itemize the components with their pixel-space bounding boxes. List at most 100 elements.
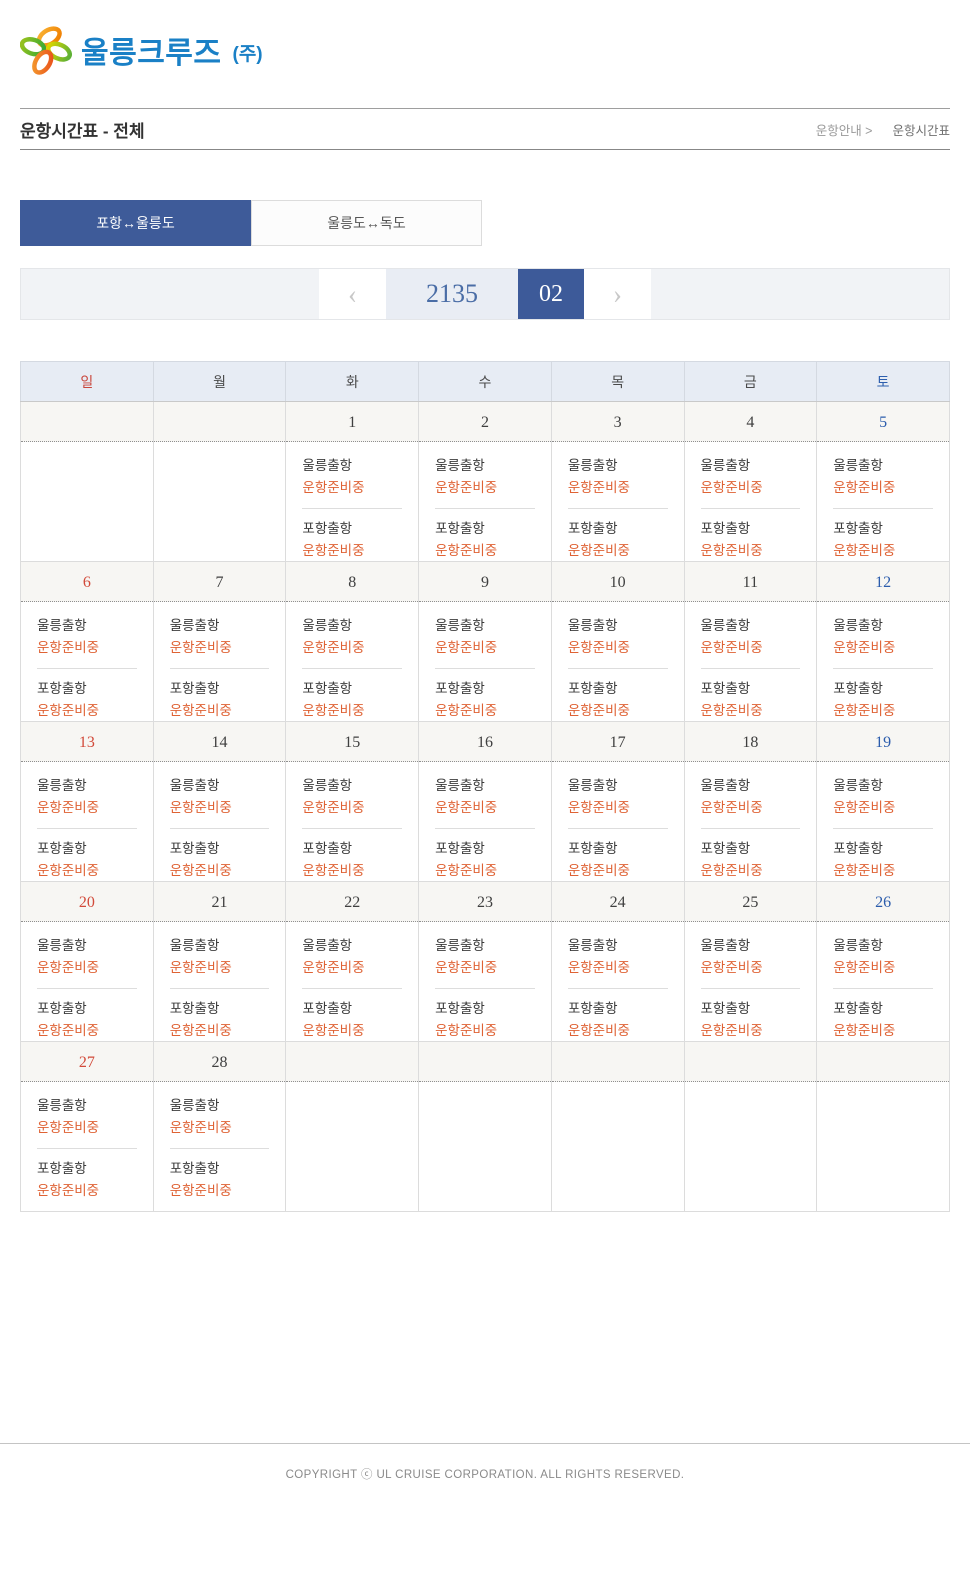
departure-port: 울릉출항 xyxy=(567,458,618,473)
day-schedule: 울릉출항 운항준비중 포항출항 운항준비중 xyxy=(286,442,418,561)
day-schedule xyxy=(685,1082,817,1211)
day-cell-7: 7 울릉출항 운항준비중 포항출항 운항준비중 xyxy=(152,561,287,722)
schedule-entry: 울릉출항 운항준비중 xyxy=(302,935,408,979)
day-number: 19 xyxy=(817,722,949,762)
day-number: 23 xyxy=(419,882,551,922)
schedule-entry: 포항출항 운항준비중 xyxy=(170,998,276,1041)
logo[interactable]: 울릉크루즈 (주) xyxy=(20,22,263,78)
weekday-header-weekday-화: 화 xyxy=(285,361,420,402)
departure-port: 포항출항 xyxy=(833,1001,883,1016)
departure-port: 울릉출항 xyxy=(567,778,618,793)
day-number xyxy=(684,1042,817,1082)
departure-port: 포항출항 xyxy=(700,1001,751,1016)
day-schedule: 울릉출항 운항준비중 포항출항 운항준비중 xyxy=(552,602,684,721)
day-cell-empty xyxy=(285,1041,420,1212)
day-number: 26 xyxy=(817,882,949,922)
departure-port: 울릉출항 xyxy=(302,458,353,473)
schedule-entry: 포항출항 운항준비중 xyxy=(302,518,408,561)
departure-status: 운항준비중 xyxy=(435,1023,498,1038)
day-schedule: 울릉출항 운항준비중 포항출항 운항준비중 xyxy=(21,602,153,721)
entry-divider xyxy=(833,828,933,829)
departure-status: 운항준비중 xyxy=(833,480,896,495)
entry-divider xyxy=(169,828,270,829)
day-number: 14 xyxy=(153,722,286,762)
departure-port: 울릉출항 xyxy=(169,618,220,633)
departure-status: 운항준비중 xyxy=(833,543,896,558)
entry-divider xyxy=(435,988,535,989)
schedule-entry: 울릉출항 운항준비중 xyxy=(568,615,674,659)
departure-port: 울릉출항 xyxy=(567,938,618,953)
entry-divider xyxy=(833,668,933,669)
day-number: 7 xyxy=(153,562,286,602)
day-cell-empty xyxy=(550,1041,685,1212)
departure-port: 포항출항 xyxy=(169,681,220,696)
schedule-entry: 울릉출항 운항준비중 xyxy=(435,455,541,499)
day-cell-14: 14 울릉출항 운항준비중 포항출항 운항준비중 xyxy=(152,721,287,882)
schedule-entry: 포항출항 운항준비중 xyxy=(568,518,674,561)
breadcrumb: 운항안내 > 운항시간표 xyxy=(816,120,950,139)
tab-ulleungdo-dokdo[interactable]: 울릉도↔독도 xyxy=(251,200,482,246)
day-cell-empty xyxy=(816,1041,950,1212)
departure-port: 포항출항 xyxy=(37,1161,87,1176)
day-schedule: 울릉출항 운항준비중 포항출항 운항준비중 xyxy=(286,762,418,881)
schedule-entry: 포항출항 운항준비중 xyxy=(170,678,276,721)
day-number: 11 xyxy=(684,562,817,602)
breadcrumb-current[interactable]: 운항시간표 xyxy=(892,123,950,138)
copyright-text: COPYRIGHT ⓒ UL CRUISE CORPORATION. ALL R… xyxy=(285,1469,685,1481)
schedule-entry: 포항출항 운항준비중 xyxy=(37,678,143,721)
entry-divider xyxy=(37,828,137,829)
departure-port: 울릉출항 xyxy=(700,618,751,633)
day-schedule: 울릉출항 운항준비중 포항출항 운항준비중 xyxy=(286,922,418,1041)
departure-port: 울릉출항 xyxy=(302,778,353,793)
day-number: 22 xyxy=(286,882,419,922)
departure-port: 포항출항 xyxy=(435,841,485,856)
departure-status: 운항준비중 xyxy=(435,800,498,815)
schedule-entry: 울릉출항 운항준비중 xyxy=(701,455,807,499)
departure-status: 운항준비중 xyxy=(302,800,365,815)
logo-suffix: (주) xyxy=(232,43,263,65)
departure-port: 울릉출항 xyxy=(435,778,485,793)
departure-port: 울릉출항 xyxy=(700,778,751,793)
schedule-entry: 울릉출항 운항준비중 xyxy=(568,455,674,499)
departure-status: 운항준비중 xyxy=(700,800,763,815)
departure-status: 운항준비중 xyxy=(37,863,100,878)
day-schedule: 울릉출항 운항준비중 포항출항 운항준비중 xyxy=(21,1082,153,1211)
schedule-entry: 울릉출항 운항준비중 xyxy=(37,775,143,819)
departure-port: 울릉출항 xyxy=(833,618,883,633)
day-schedule: 울릉출항 운항준비중 포항출항 운항준비중 xyxy=(21,762,153,881)
day-schedule: 울릉출항 운항준비중 포항출항 운항준비중 xyxy=(817,442,949,561)
day-schedule: 울릉출항 운항준비중 포항출항 운항준비중 xyxy=(552,442,684,561)
departure-status: 운항준비중 xyxy=(302,640,365,655)
departure-port: 울릉출항 xyxy=(37,938,87,953)
chevron-left-icon[interactable]: ‹ xyxy=(319,269,386,319)
month-navigator: ‹ 2135 02 › xyxy=(20,268,950,320)
day-cell-3: 3 울릉출항 운항준비중 포항출항 운항준비중 xyxy=(550,401,685,562)
day-cell-26: 26 울릉출항 운항준비중 포항출항 운항준비중 xyxy=(816,881,950,1042)
day-number: 18 xyxy=(684,722,817,762)
entry-divider xyxy=(302,988,403,989)
day-number: 15 xyxy=(286,722,419,762)
day-number xyxy=(419,1042,551,1082)
schedule-entry: 울릉출항 운항준비중 xyxy=(302,615,408,659)
day-cell-27: 27 울릉출항 운항준비중 포항출항 운항준비중 xyxy=(20,1041,154,1212)
day-cell-4: 4 울릉출항 운항준비중 포항출항 운항준비중 xyxy=(683,401,818,562)
entry-divider xyxy=(700,828,801,829)
departure-status: 운항준비중 xyxy=(37,703,100,718)
day-number: 17 xyxy=(551,722,684,762)
schedule-entry: 포항출항 운항준비중 xyxy=(435,998,541,1041)
departure-status: 운항준비중 xyxy=(833,703,896,718)
departure-status: 운항준비중 xyxy=(567,543,630,558)
breadcrumb-section[interactable]: 운항안내 > xyxy=(815,123,873,138)
chevron-right-icon[interactable]: › xyxy=(584,269,651,319)
day-cell-13: 13 울릉출항 운항준비중 포항출항 운항준비중 xyxy=(20,721,154,882)
tab-pohang-ulleungdo[interactable]: 포항↔울릉도 xyxy=(20,200,251,246)
day-number: 8 xyxy=(286,562,419,602)
departure-status: 운항준비중 xyxy=(700,640,763,655)
day-schedule xyxy=(817,1082,949,1211)
day-cell-empty xyxy=(152,401,287,562)
day-number: 10 xyxy=(551,562,684,602)
day-number xyxy=(817,1042,949,1082)
